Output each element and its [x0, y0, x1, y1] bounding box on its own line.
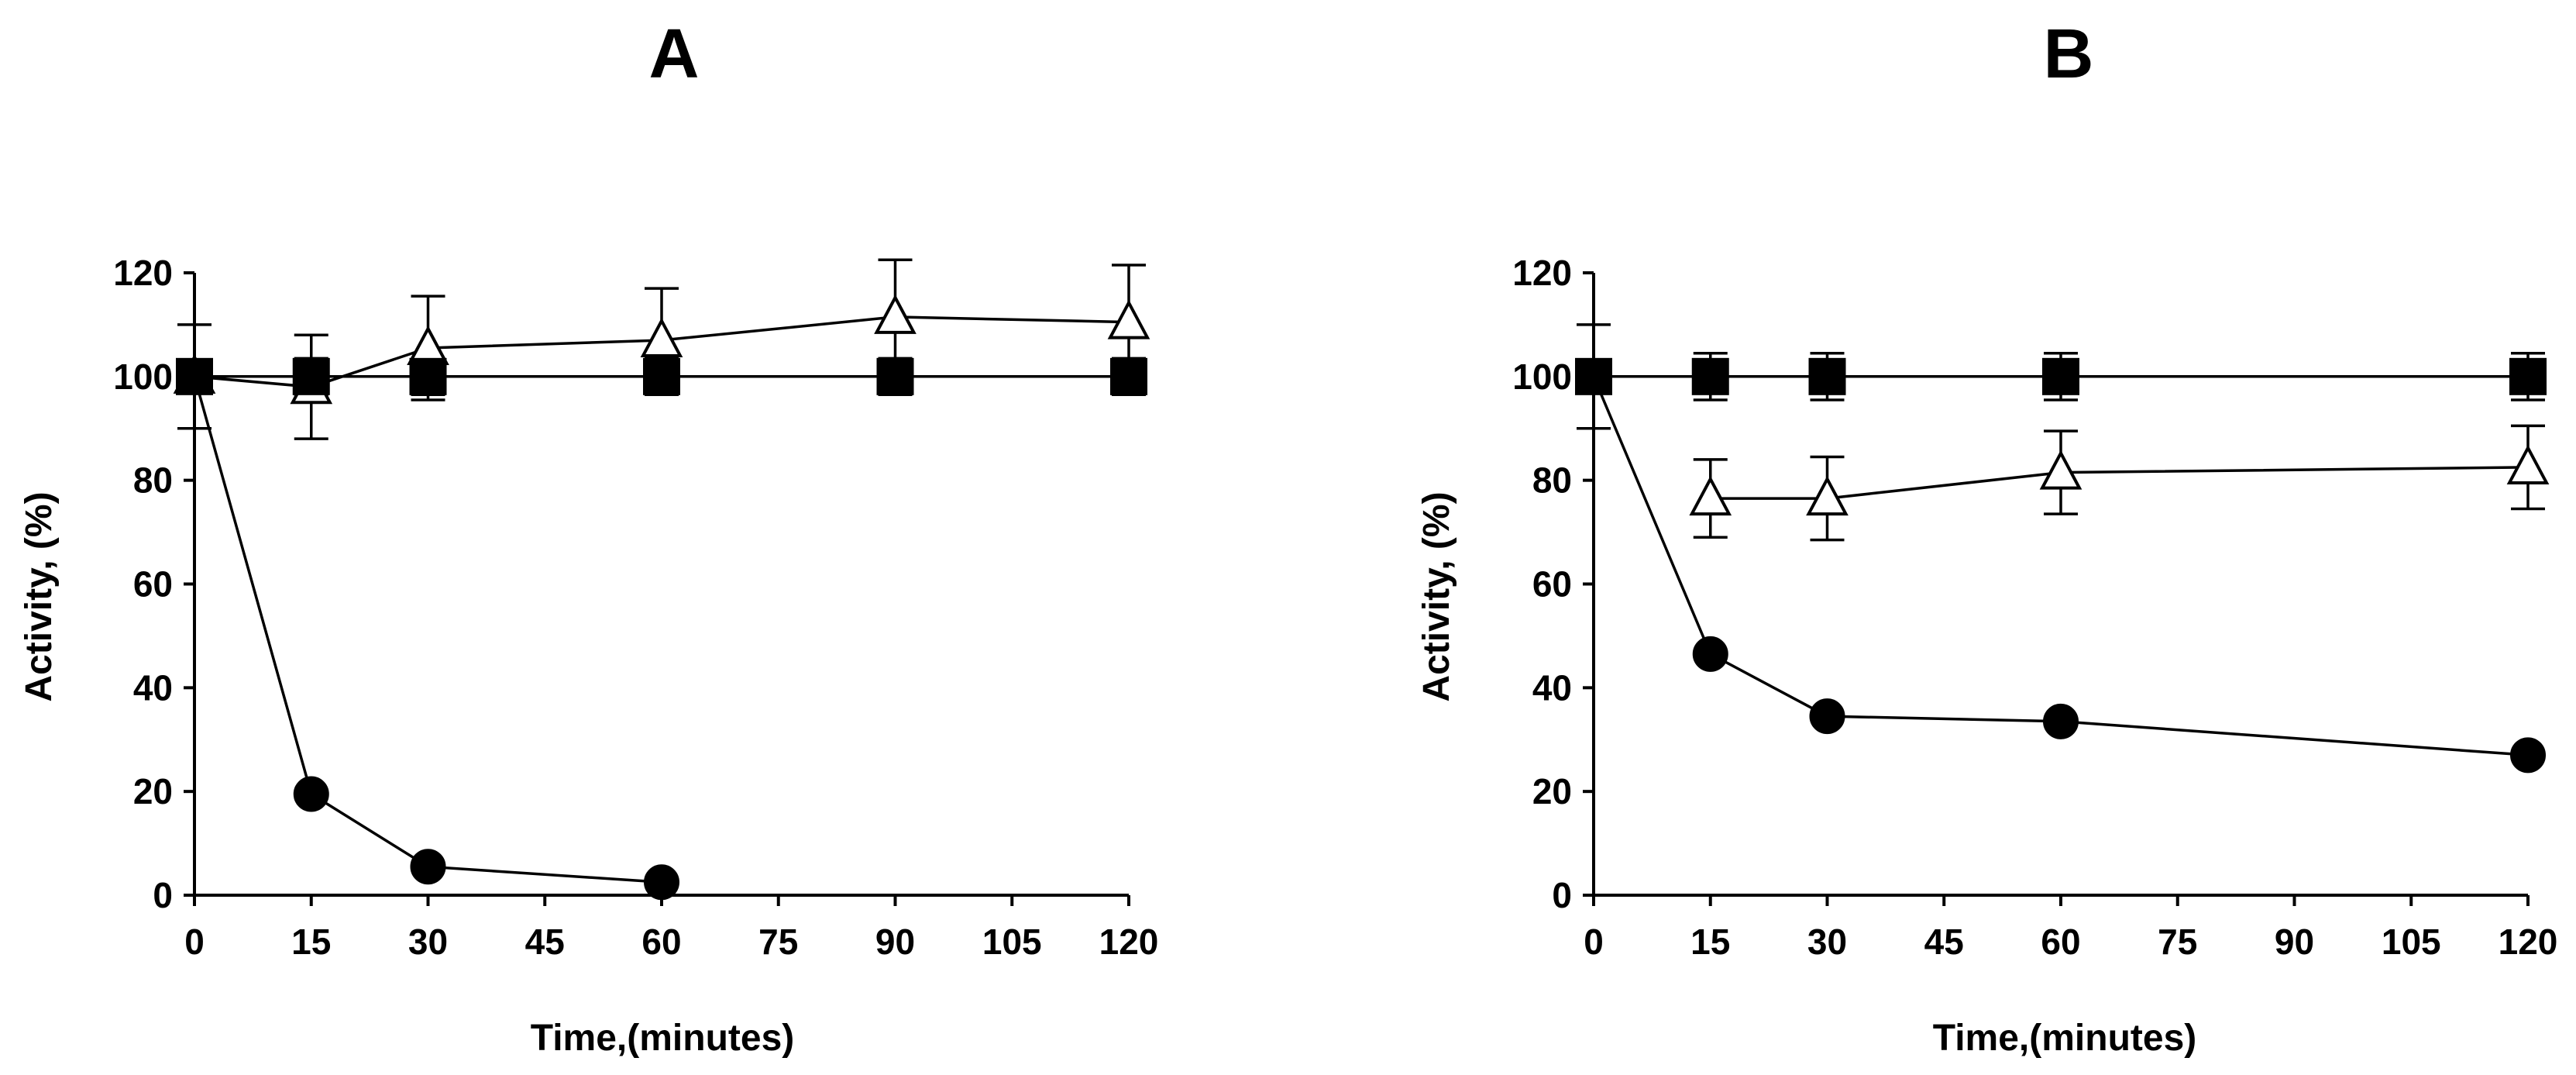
panel-a-chart: A Time,(minutes) Activity, (%) 0 20 40 60 80…	[19, 16, 1158, 1059]
panel-a-filled-square-point	[409, 357, 447, 395]
panel-b-x-tick-label: 120	[2499, 922, 2558, 962]
panel-b-chart: B Time,(minutes) Activity, (%) 0 20 40 60 80…	[1416, 16, 2557, 1059]
panel-b-y-tick-label: 20	[1532, 771, 1572, 811]
panel-b-open-triangle-point	[1806, 475, 1849, 516]
panel-a-y-axis-label: Activity, (%)	[19, 491, 60, 701]
panel-a-x-tick-label: 0	[184, 922, 205, 962]
panel-b-filled-circle-point	[2043, 703, 2079, 739]
panel-a-open-triangle-point	[874, 294, 917, 334]
panel-a-filled-circle-line	[193, 376, 662, 884]
panel-b-y-tick-label: 100	[1512, 357, 1572, 397]
panel-b-filled-square-point	[1691, 357, 1729, 395]
panel-a-y-tick-label: 80	[133, 460, 173, 501]
panel-a-y-tick-label: 0	[153, 875, 173, 915]
panel-b-filled-circle-point	[1809, 698, 1845, 735]
panel-b-y-tick-label: 60	[1532, 564, 1572, 605]
panel-a-x-tick-label: 90	[875, 922, 915, 962]
panel-b-x-tick-label: 15	[1690, 922, 1730, 962]
panel-a-title: A	[649, 16, 700, 93]
panel-a-x-tick-label: 60	[641, 922, 681, 962]
panel-a-filled-square-point	[876, 357, 914, 395]
panel-a-y-tick-label: 100	[113, 357, 173, 397]
panel-a-x-tick-label: 45	[525, 922, 565, 962]
panel-a-open-triangle-line	[194, 315, 1130, 388]
panel-b-y-tick-label: 80	[1532, 460, 1572, 501]
panel-a-filled-square-point	[1110, 357, 1147, 395]
panel-a-open-triangle-point	[640, 317, 683, 357]
panel-b-x-tick-label: 105	[2382, 922, 2441, 962]
panel-b-open-triangle-point	[2506, 444, 2550, 484]
panel-a-filled-circle-point	[644, 864, 679, 901]
panel-b-filled-square-point	[1808, 357, 1846, 395]
panel-a-x-tick-label: 105	[982, 922, 1042, 962]
panel-b-y-tick-label: 0	[1552, 875, 1572, 915]
panel-b-x-tick-label: 75	[2158, 922, 2197, 962]
panel-a-x-tick-label: 120	[1099, 922, 1159, 962]
panel-a-y-tick-label: 120	[113, 253, 173, 293]
panel-b-y-tick-label: 120	[1512, 253, 1572, 293]
panel-a-filled-circle-point	[177, 358, 212, 395]
panel-a-x-tick-label: 75	[758, 922, 798, 962]
panel-b-open-triangle-line	[1710, 466, 2529, 500]
panel-b-filled-square-point	[2042, 357, 2079, 395]
panel-b-open-triangle-point	[1689, 475, 1732, 516]
panel-b-x-tick-label: 0	[1584, 922, 1604, 962]
panel-a-y-tick-label: 20	[133, 771, 173, 811]
panel-b-x-axis-label: Time,(minutes)	[1933, 1018, 2197, 1059]
panel-a-x-tick-label: 15	[291, 922, 331, 962]
panel-a-open-triangle-point	[1107, 299, 1150, 339]
panel-b-x-tick-label: 60	[2041, 922, 2080, 962]
panel-b-filled-circle-point	[1576, 358, 1611, 395]
panel-a-filled-square-point	[643, 357, 680, 395]
panel-a-y-tick-label: 40	[133, 667, 173, 708]
panel-a-x-tick-label: 30	[408, 922, 448, 962]
panel-b-filled-circle-point	[2510, 737, 2546, 774]
panel-b-y-axis-label: Activity, (%)	[1416, 491, 1457, 701]
panel-a-filled-circle-point	[410, 849, 446, 885]
panel-b-x-tick-label: 90	[2275, 922, 2314, 962]
panel-a-filled-circle-point	[293, 776, 329, 812]
panel-b-x-tick-label: 30	[1807, 922, 1847, 962]
panel-b-title: B	[2044, 16, 2094, 93]
panel-a-x-axis-label: Time,(minutes)	[531, 1018, 795, 1059]
panel-b-filled-square-point	[2509, 357, 2547, 395]
panel-b-open-triangle-point	[2039, 450, 2082, 490]
panel-b-x-tick-label: 45	[1924, 922, 1964, 962]
panel-b-filled-circle-point	[1692, 636, 1728, 672]
panel-a-filled-square-point	[292, 357, 330, 395]
panel-b-y-tick-label: 40	[1532, 667, 1572, 708]
panel-a-y-tick-label: 60	[133, 564, 173, 605]
